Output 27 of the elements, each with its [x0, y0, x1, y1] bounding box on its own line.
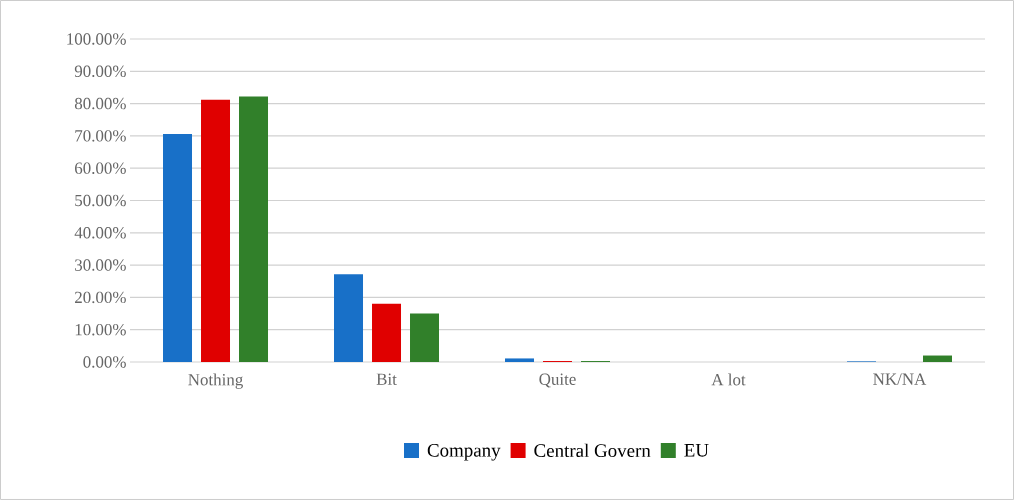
- x-tick-label: A lot: [711, 373, 746, 386]
- y-tick-label: 20.00%: [75, 291, 126, 304]
- x-tick-label: Nothing: [188, 373, 243, 389]
- legend-label: Central Govern: [534, 443, 651, 458]
- bar: [410, 313, 440, 362]
- y-tick-label: 80.00%: [74, 97, 126, 110]
- y-tick-label: 30.00%: [75, 259, 126, 271]
- y-tick-label: 90.00%: [74, 65, 126, 78]
- y-tick-label: 50.00%: [75, 194, 126, 207]
- x-tick-label: NK/NA: [873, 373, 927, 385]
- x-tick-label: Bit: [376, 373, 397, 385]
- bar: [201, 99, 231, 362]
- bar: [163, 133, 193, 362]
- y-tick-label: 40.00%: [74, 227, 126, 239]
- y-tick-label: 70.00%: [75, 130, 126, 142]
- x-tick-label: Quite: [539, 373, 576, 388]
- bar: [923, 355, 953, 362]
- legend-label: EU: [684, 444, 709, 457]
- bar: [239, 96, 269, 362]
- y-tick-label: 10.00%: [75, 323, 126, 336]
- y-tick-label: 0.00%: [83, 356, 126, 368]
- legend-label: Company: [427, 443, 501, 461]
- bar: [505, 358, 535, 362]
- bar: [334, 274, 364, 362]
- y-tick-label: 100.00%: [67, 33, 126, 45]
- y-tick-label: 60.00%: [75, 162, 126, 174]
- bar: [372, 303, 402, 362]
